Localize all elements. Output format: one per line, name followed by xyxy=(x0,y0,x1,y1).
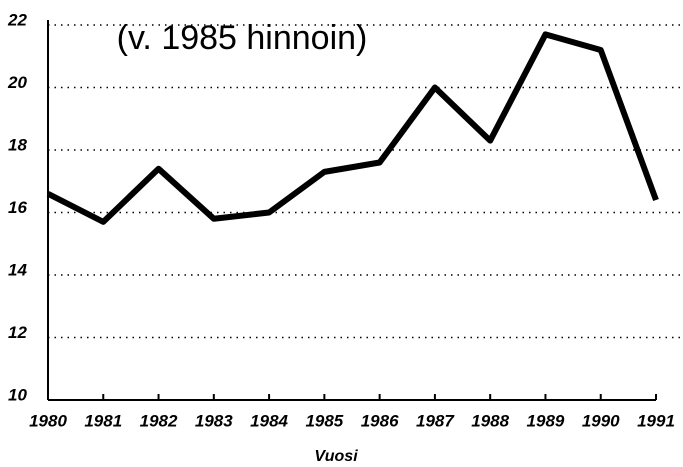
x-tick-label: 1986 xyxy=(361,411,399,430)
y-tick-label: 18 xyxy=(8,135,27,154)
y-tick-label: 10 xyxy=(8,385,27,404)
x-tick-label: 1990 xyxy=(582,411,620,430)
x-tick-label: 1984 xyxy=(250,411,288,430)
x-tick-label: 1982 xyxy=(140,411,178,430)
x-axis-label: Vuosi xyxy=(314,448,358,465)
line xyxy=(46,31,659,225)
x-tick-label: 1981 xyxy=(84,411,122,430)
y-tick-label: 16 xyxy=(8,198,27,217)
y-tick-label: 14 xyxy=(8,260,27,279)
x-tick-label: 1988 xyxy=(471,411,509,430)
y-tick-label: 22 xyxy=(7,10,27,29)
x-tick-label: 1983 xyxy=(195,411,233,430)
x-tick-label: 1991 xyxy=(637,411,675,430)
x-tick-label: 1987 xyxy=(416,411,455,430)
y-tick-label: 20 xyxy=(7,73,27,92)
x-tick-label: 1985 xyxy=(305,411,343,430)
x-tick-label: 1980 xyxy=(29,411,67,430)
y-tick-label: 12 xyxy=(8,323,27,342)
chart-title: (v. 1985 hinnoin) xyxy=(117,19,368,57)
x-tick-label: 1989 xyxy=(527,411,565,430)
